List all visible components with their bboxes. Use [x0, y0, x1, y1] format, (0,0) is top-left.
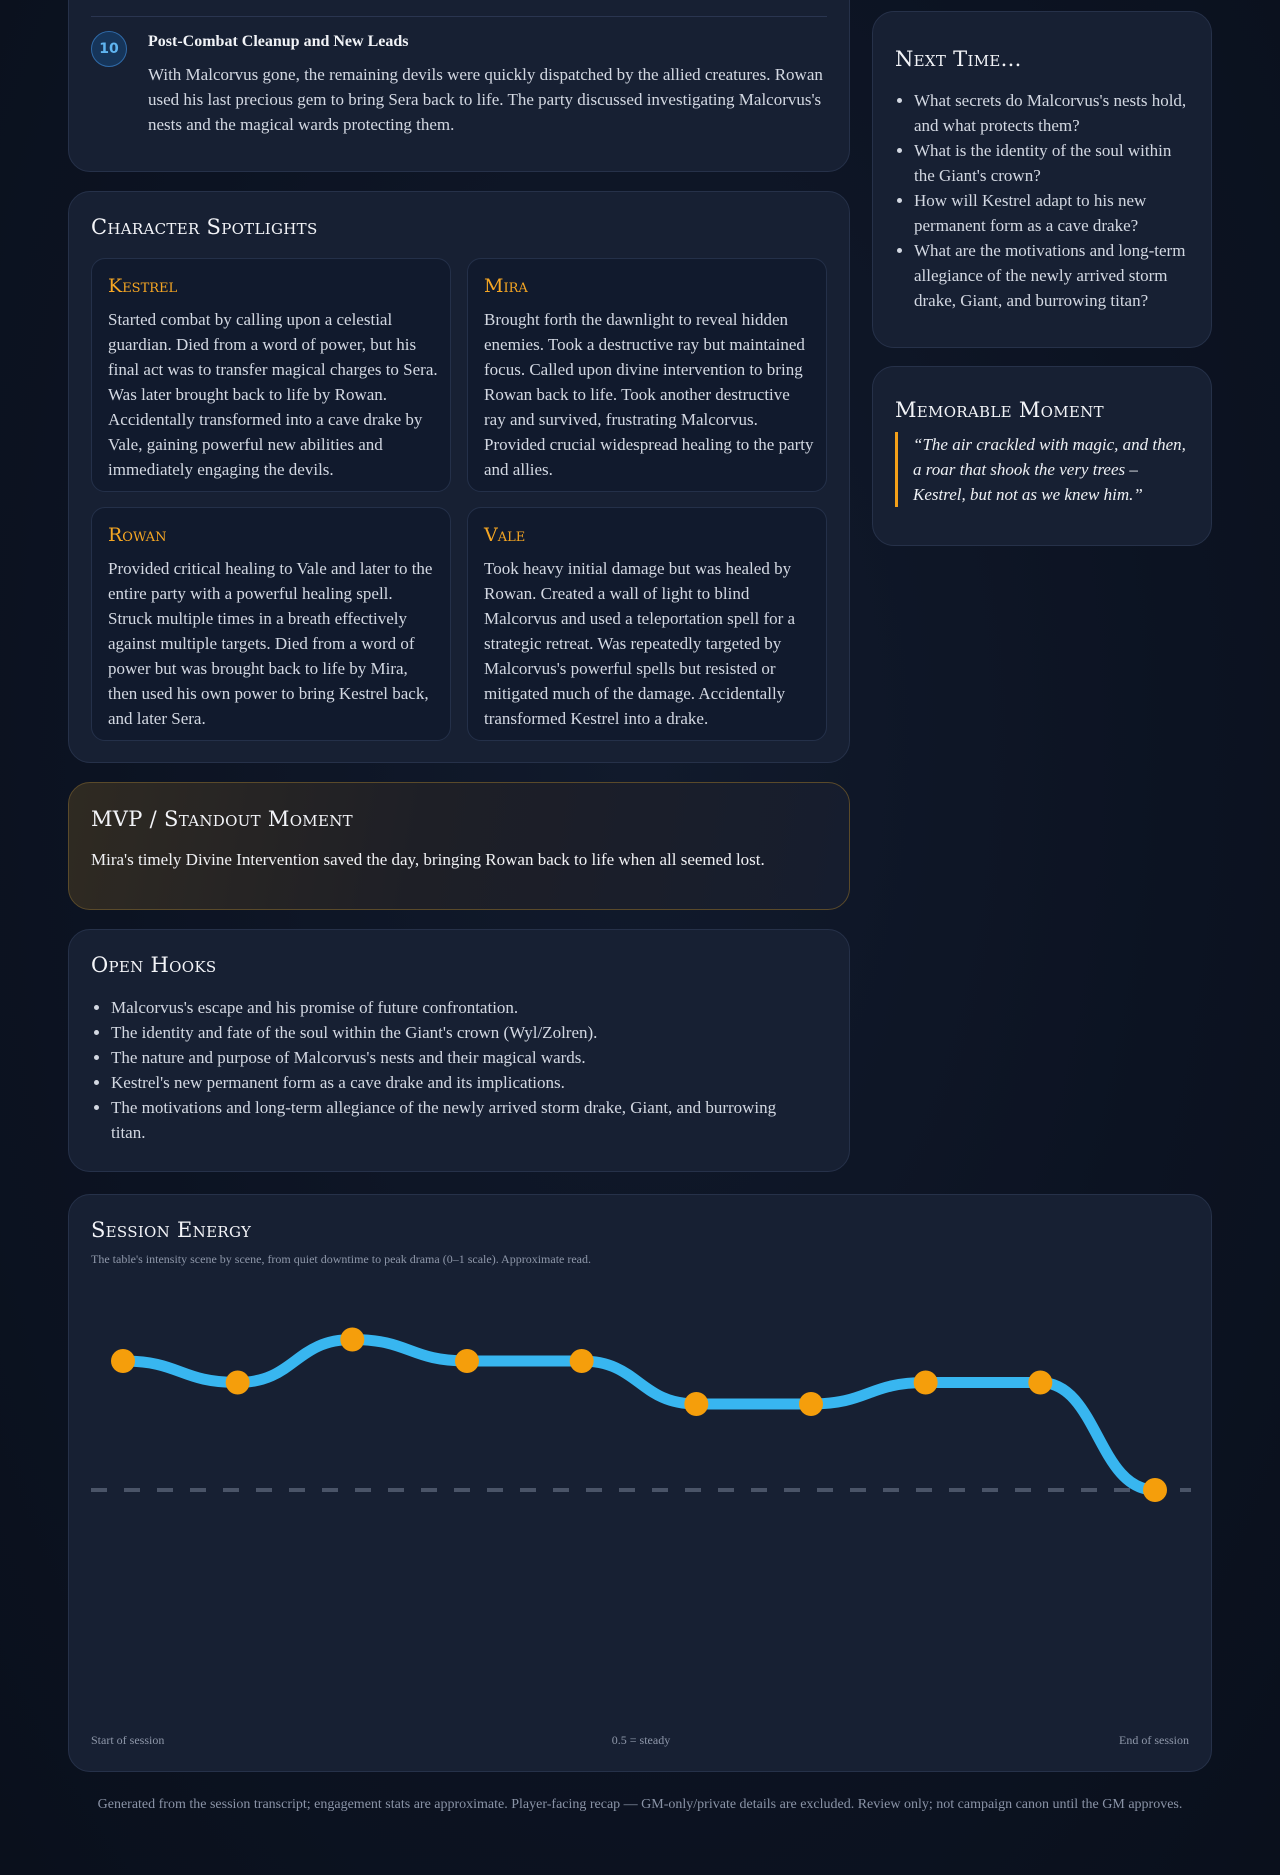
- energy-chart: [91, 1327, 1191, 1502]
- energy-title: Session Energy: [91, 1218, 252, 1242]
- next-time-title: Next Time...: [895, 47, 1022, 71]
- mvp-text: Mira's timely Divine Intervention saved …: [91, 850, 765, 869]
- spotlight-rowan: Rowan Provided critical healing to Vale …: [91, 507, 451, 741]
- spotlight-kestrel: Kestrel Started combat by calling upon a…: [91, 258, 451, 492]
- spotlight-text: Provided critical healing to Vale and la…: [108, 559, 433, 728]
- spotlight-name: Rowan: [108, 524, 167, 546]
- hook-item: Kestrel's new permanent form as a cave d…: [91, 1070, 811, 1095]
- mvp-card: MVP / Standout Moment Mira's timely Divi…: [68, 782, 850, 910]
- energy-series-line: [117, 1333, 1161, 1496]
- energy-point-5: [569, 1349, 594, 1373]
- spotlight-name: Vale: [484, 524, 526, 546]
- scene-card: 10 Post-Combat Cleanup and New Leads Wit…: [68, 0, 850, 172]
- energy-point-9: [1028, 1370, 1053, 1395]
- next-time-item: What is the identity of the soul within …: [895, 138, 1195, 188]
- hook-item: The motivations and long-term allegiance…: [91, 1095, 811, 1145]
- open-hooks-title: Open Hooks: [91, 953, 217, 977]
- session-energy-card: Session Energy The table's intensity sce…: [68, 1194, 1212, 1772]
- scene-text: With Malcorvus gone, the remaining devil…: [148, 65, 823, 134]
- next-time-item: How will Kestrel adapt to his new perman…: [895, 188, 1195, 238]
- spotlight-text: Brought forth the dawnlight to reveal hi…: [484, 310, 814, 479]
- energy-point-6: [684, 1392, 709, 1416]
- footer-disclaimer: Generated from the session transcript; e…: [97, 1797, 1183, 1812]
- scene-number-badge: 10: [91, 31, 127, 67]
- energy-point-4: [455, 1349, 479, 1373]
- energy-point-7: [799, 1392, 823, 1416]
- energy-subtitle: The table's intensity scene by scene, fr…: [91, 1252, 591, 1266]
- next-time-item: What are the motivations and long-term a…: [895, 238, 1195, 313]
- memorable-quote: “The air crackled with magic, and then, …: [895, 432, 1191, 507]
- character-spotlights-card: Character Spotlights Kestrel Started com…: [68, 191, 850, 763]
- spotlight-name: Mira: [484, 275, 528, 297]
- energy-point-8: [913, 1370, 938, 1395]
- energy-point-3: [340, 1327, 365, 1352]
- axis-label-start: Start of session: [91, 1733, 165, 1747]
- scene-divider: [91, 16, 827, 17]
- axis-label-end: End of session: [1119, 1733, 1189, 1747]
- next-time-list: What secrets do Malcorvus's nests hold, …: [895, 88, 1195, 313]
- energy-point-1: [111, 1349, 135, 1373]
- memorable-moment-title: Memorable Moment: [895, 398, 1104, 422]
- spotlight-name: Kestrel: [108, 275, 178, 297]
- mvp-title: MVP / Standout Moment: [91, 807, 353, 831]
- hook-item: The nature and purpose of Malcorvus's ne…: [91, 1045, 811, 1070]
- spotlight-mira: Mira Brought forth the dawnlight to reve…: [467, 258, 827, 492]
- energy-point-2: [225, 1370, 250, 1395]
- energy-point-10: [1143, 1478, 1167, 1502]
- axis-label-steady: 0.5 = steady: [611, 1733, 671, 1747]
- hook-item: The identity and fate of the soul within…: [91, 1020, 811, 1045]
- hook-item: Malcorvus's escape and his promise of fu…: [91, 995, 811, 1020]
- spotlight-text: Started combat by calling upon a celesti…: [108, 310, 438, 479]
- memorable-moment-card: Memorable Moment “The air crackled with …: [872, 366, 1212, 546]
- spotlights-title: Character Spotlights: [91, 215, 318, 239]
- spotlight-text: Took heavy initial damage but was healed…: [484, 559, 796, 728]
- next-time-item: What secrets do Malcorvus's nests hold, …: [895, 88, 1195, 138]
- open-hooks-list: Malcorvus's escape and his promise of fu…: [91, 995, 811, 1145]
- open-hooks-card: Open Hooks Malcorvus's escape and his pr…: [68, 929, 850, 1172]
- next-time-card: Next Time... What secrets do Malcorvus's…: [872, 11, 1212, 348]
- spotlight-vale: Vale Took heavy initial damage but was h…: [467, 507, 827, 741]
- scene-title: Post-Combat Cleanup and New Leads: [148, 33, 409, 50]
